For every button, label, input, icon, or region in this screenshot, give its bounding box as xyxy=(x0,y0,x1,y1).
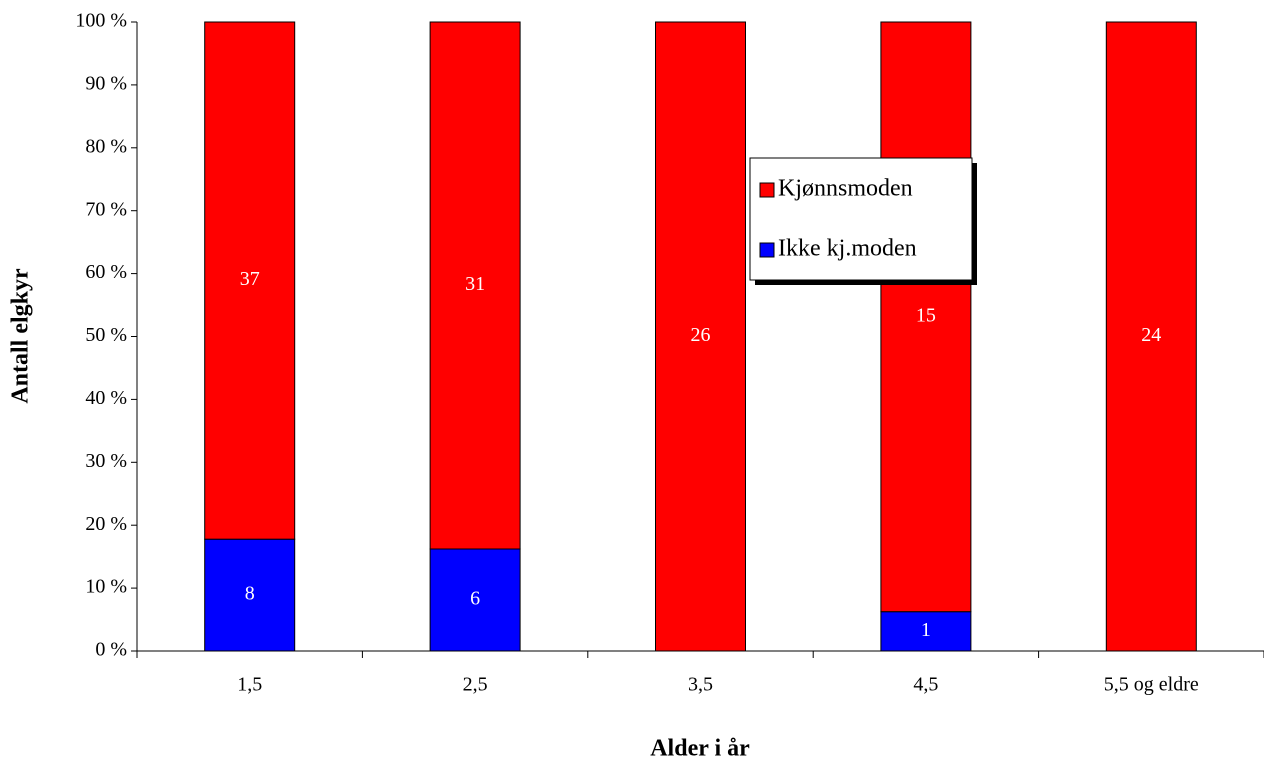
y-tick-label: 50 % xyxy=(85,324,127,346)
x-tick-label: 1,5 xyxy=(237,674,262,696)
y-axis-title: Antall elgkyr xyxy=(8,268,34,404)
x-tick-label: 5,5 og eldre xyxy=(1104,674,1199,696)
legend-label: Ikke kj.moden xyxy=(778,236,917,262)
legend-swatch xyxy=(759,182,775,198)
x-axis-title: Alder i år xyxy=(650,736,750,762)
y-tick-label: 0 % xyxy=(95,639,127,661)
data-label: 1 xyxy=(921,619,931,641)
legend-swatch xyxy=(759,242,775,258)
bar-segment xyxy=(1105,21,1197,652)
data-label: 8 xyxy=(245,583,255,605)
bar-segment xyxy=(429,21,521,550)
y-tick-label: 90 % xyxy=(85,72,127,94)
data-label: 6 xyxy=(470,588,480,610)
y-tick-label: 30 % xyxy=(85,450,127,472)
y-tick-label: 100 % xyxy=(75,10,127,32)
y-tick-label: 70 % xyxy=(85,198,127,220)
bar-segment xyxy=(880,21,972,613)
data-label: 26 xyxy=(691,324,711,346)
legend: Kjønnsmoden Ikke kj.moden xyxy=(749,157,977,285)
y-tick-label: 10 % xyxy=(85,576,127,598)
legend-label: Kjønnsmoden xyxy=(778,176,913,202)
bar-segment xyxy=(204,21,296,540)
bar-segment xyxy=(880,611,972,652)
y-tick-label: 20 % xyxy=(85,513,127,535)
x-tick-label: 2,5 xyxy=(463,674,488,696)
data-label: 24 xyxy=(1141,324,1161,346)
x-tick-label: 4,5 xyxy=(913,674,938,696)
legend-box xyxy=(749,157,973,281)
y-tick-label: 40 % xyxy=(85,387,127,409)
data-label: 15 xyxy=(916,304,936,326)
y-tick-label: 60 % xyxy=(85,261,127,283)
bar-segment xyxy=(655,21,746,652)
data-label: 37 xyxy=(240,268,260,290)
x-tick-label: 3,5 xyxy=(688,674,713,696)
data-label: 31 xyxy=(465,273,485,295)
y-tick-label: 80 % xyxy=(85,135,127,157)
